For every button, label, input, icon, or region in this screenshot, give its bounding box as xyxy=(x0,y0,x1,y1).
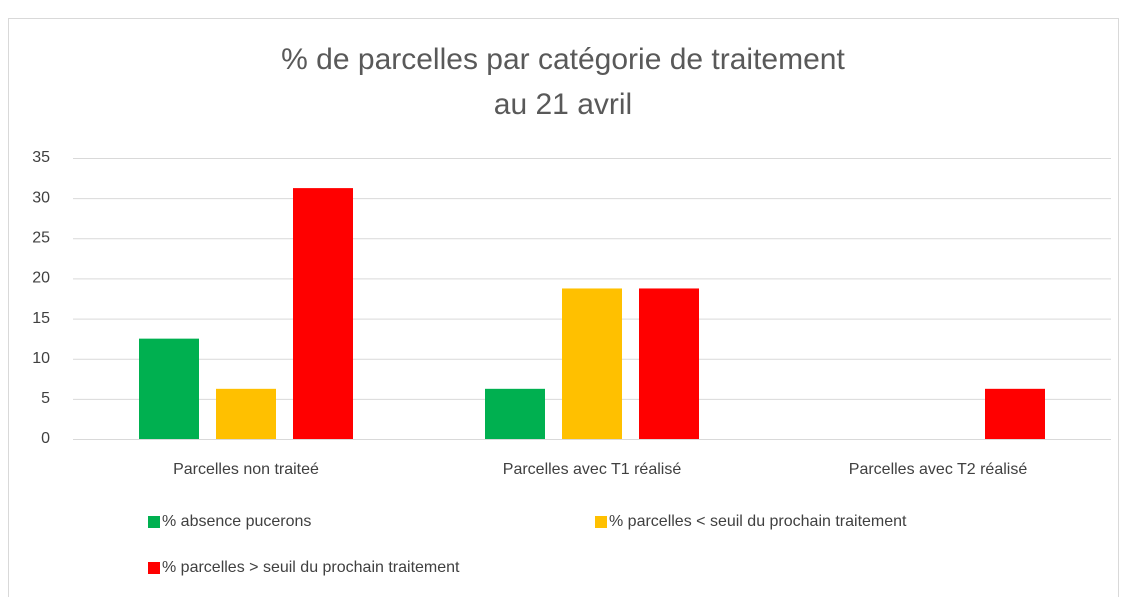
legend-label: % parcelles < seuil du prochain traiteme… xyxy=(609,513,907,530)
chart-title: au 21 avril xyxy=(494,88,632,121)
legend-swatch xyxy=(595,516,607,528)
bar xyxy=(216,388,276,439)
bar xyxy=(293,188,353,439)
x-tick-label: Parcelles avec T2 réalisé xyxy=(849,461,1028,478)
y-tick-label: 15 xyxy=(32,310,50,327)
bar xyxy=(639,288,699,439)
x-tick-label: Parcelles non traiteé xyxy=(173,461,319,478)
bar xyxy=(562,288,622,439)
chart-title: % de parcelles par catégorie de traiteme… xyxy=(281,43,845,76)
y-tick-label: 30 xyxy=(32,189,50,206)
y-tick-label: 25 xyxy=(32,230,50,247)
y-tick-label: 5 xyxy=(41,390,50,407)
legend-label: % parcelles > seuil du prochain traiteme… xyxy=(162,559,460,576)
x-tick-label: Parcelles avec T1 réalisé xyxy=(503,461,682,478)
y-tick-label: 0 xyxy=(41,430,50,447)
bar xyxy=(139,338,199,439)
legend-swatch xyxy=(148,516,160,528)
y-tick-label: 35 xyxy=(32,149,50,166)
y-tick-label: 10 xyxy=(32,350,50,367)
legend-label: % absence pucerons xyxy=(162,513,311,530)
bar xyxy=(485,388,545,439)
legend-swatch xyxy=(148,562,160,574)
y-tick-label: 20 xyxy=(32,270,50,287)
bar xyxy=(985,388,1045,439)
